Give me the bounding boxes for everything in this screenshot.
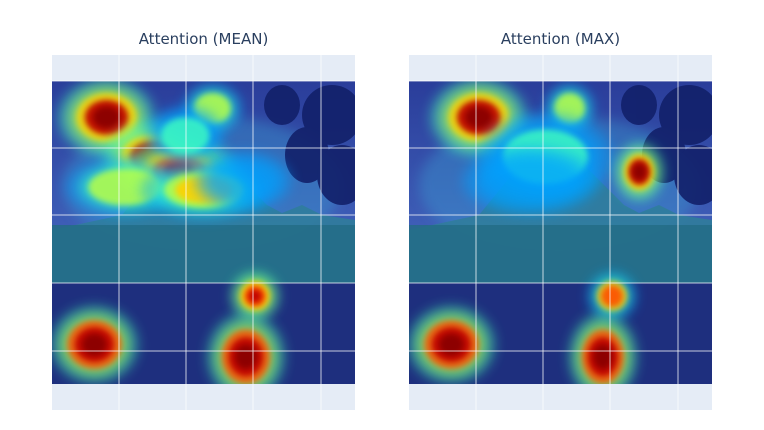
attention-hotspot <box>52 305 139 384</box>
attention-hotspot <box>615 142 664 201</box>
gridlines <box>409 55 712 410</box>
attention-hotspot <box>146 106 225 165</box>
chart-title-mean: Attention (MEAN) <box>138 30 269 48</box>
attention-overlay-image <box>409 81 712 384</box>
attention-hotspot <box>230 271 280 321</box>
forest-band <box>52 225 355 285</box>
attention-overlay-image <box>52 81 355 384</box>
attention-hotspot <box>587 271 637 321</box>
attention-hotspot <box>194 151 292 211</box>
attention-hotspot <box>462 147 599 215</box>
gridlines <box>52 55 355 410</box>
heatmap-mean[interactable] <box>52 55 355 410</box>
tree-silhouette <box>264 85 355 205</box>
chart-title-max: Attention (MAX) <box>500 30 621 48</box>
attention-hotspot <box>409 305 496 384</box>
forest-band <box>409 225 712 285</box>
heatmap-max[interactable] <box>409 55 712 410</box>
